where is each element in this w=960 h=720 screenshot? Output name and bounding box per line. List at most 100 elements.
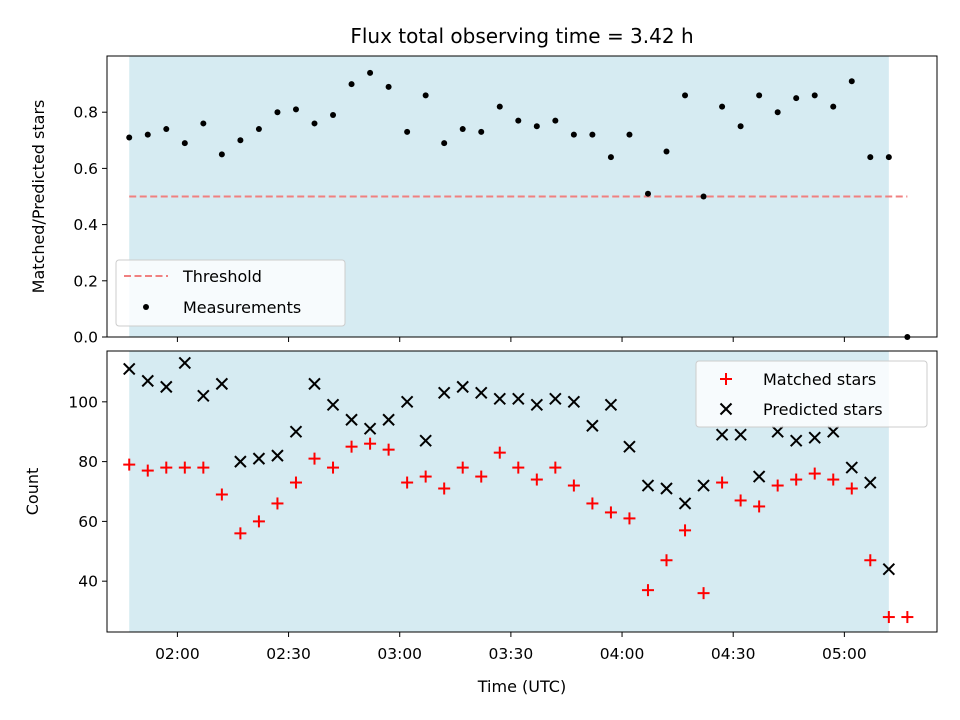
measurement-point <box>255 126 262 133</box>
top-y-tick-label: 0.8 <box>73 104 98 122</box>
matched-star-point <box>790 473 803 486</box>
matched-star-point <box>679 524 692 537</box>
measurement-point <box>292 106 299 113</box>
predicted-star-point <box>864 476 877 489</box>
matched-star-point <box>178 461 191 474</box>
predicted-star-point <box>715 428 729 441</box>
predicted-star-point <box>530 398 544 412</box>
matched-star-point <box>641 584 654 597</box>
measurement-point <box>311 120 318 127</box>
bottom-axes-frame <box>106 350 938 633</box>
predicted-star-point <box>123 362 136 376</box>
top-y-axis-label: Matched/Predicted stars <box>29 100 48 294</box>
chart-title: Flux total observing time = 3.42 h <box>350 24 693 48</box>
predicted-star-point <box>789 434 803 447</box>
top-y-tick-label: 0.0 <box>73 329 98 347</box>
top-y-tick-label: 0.4 <box>73 216 98 234</box>
legend-matched-label: Matched stars <box>763 370 876 389</box>
x-axis-label: Time (UTC) <box>477 677 566 696</box>
predicted-star-point <box>493 392 506 406</box>
measurement-point <box>144 131 151 138</box>
predicted-star-point <box>845 461 858 474</box>
measurement-point <box>607 154 614 161</box>
measurement-point <box>478 128 485 135</box>
bottom-y-tick-label: 60 <box>78 513 98 531</box>
matched-star-point <box>734 494 747 507</box>
bottom-panel: 40 60 80 100 02:00 02:30 03:00 03:30 04:00 04:30 0… <box>23 350 938 696</box>
matched-star-point <box>141 464 154 477</box>
predicted-star-point <box>197 389 210 403</box>
predicted-star-point <box>308 377 321 391</box>
predicted-star-point <box>456 380 469 394</box>
measurement-point <box>533 123 540 130</box>
matched-star-point <box>271 497 284 510</box>
bottom-legend: Matched stars Predicted stars <box>695 360 928 428</box>
predicted-star-point <box>475 386 488 400</box>
predicted-star-point <box>660 482 673 495</box>
legend-matched-swatch <box>720 373 732 385</box>
measurement-point <box>367 69 374 76</box>
x-tick-label: 03:00 <box>377 645 422 663</box>
measurement-point <box>756 92 763 99</box>
predicted-star-point <box>808 431 821 444</box>
top-y-tick-label: 0.6 <box>73 160 98 178</box>
matched-star-point <box>697 587 710 600</box>
bottom-y-tick-label: 40 <box>78 573 98 591</box>
matched-star-point <box>123 458 136 471</box>
measurement-point <box>385 83 392 90</box>
predicted-star-point <box>697 479 710 492</box>
predicted-star-point <box>178 356 192 370</box>
predicted-star-point <box>382 413 395 426</box>
x-tick-label: 04:30 <box>711 645 756 663</box>
matched-star-point <box>623 512 636 525</box>
predicted-star-point <box>882 563 896 576</box>
predicted-star-point <box>752 470 766 483</box>
matched-star-point <box>716 476 729 489</box>
matched-star-point <box>197 461 210 474</box>
measurement-point <box>663 148 670 155</box>
top-axes-frame <box>106 55 938 338</box>
measurement-point <box>422 92 429 99</box>
legend-measurements-swatch <box>143 304 149 310</box>
matched-star-point <box>364 437 377 450</box>
matched-star-point <box>419 470 432 483</box>
top-panel: 0.0 0.2 0.4 0.6 0.8 Flux total observing tim… <box>29 24 938 347</box>
matched-star-point <box>771 479 784 492</box>
predicted-star-point <box>419 434 432 447</box>
measurement-point <box>700 193 707 200</box>
predicted-star-point <box>734 428 747 441</box>
predicted-star-point <box>289 425 303 438</box>
matched-star-point <box>234 527 247 540</box>
measurement-point <box>441 140 448 147</box>
measurement-point <box>885 154 892 161</box>
matched-star-point <box>215 488 228 501</box>
predicted-star-point <box>623 440 636 453</box>
predicted-star-point <box>437 386 451 400</box>
matched-star-point <box>827 473 840 486</box>
measurement-point <box>237 137 244 144</box>
x-tick-label: 02:30 <box>266 645 311 663</box>
predicted-star-point <box>271 449 284 462</box>
top-y-tick-label: 0.2 <box>73 272 98 290</box>
measurement-point <box>682 92 689 99</box>
matched-star-point <box>493 446 506 459</box>
matched-star-point <box>382 443 395 456</box>
predicted-star-point <box>326 398 340 412</box>
measurement-point <box>496 103 503 110</box>
matched-star-point <box>530 473 543 486</box>
matched-star-point <box>586 497 599 510</box>
measurement-point <box>774 109 781 116</box>
predicted-star-point <box>363 422 377 435</box>
x-tick-label: 02:00 <box>155 645 200 663</box>
matched-star-point <box>475 470 488 483</box>
matched-star-point <box>308 452 321 465</box>
predicted-star-point <box>141 374 154 388</box>
measurement-point <box>644 190 651 197</box>
measurement-point <box>181 140 188 147</box>
predicted-star-point <box>215 377 229 391</box>
legend-predicted-label: Predicted stars <box>763 400 883 419</box>
x-tick-label: 04:00 <box>600 645 645 663</box>
predicted-star-point <box>512 392 525 406</box>
matched-star-point <box>808 467 821 480</box>
predicted-star-point <box>678 497 692 510</box>
